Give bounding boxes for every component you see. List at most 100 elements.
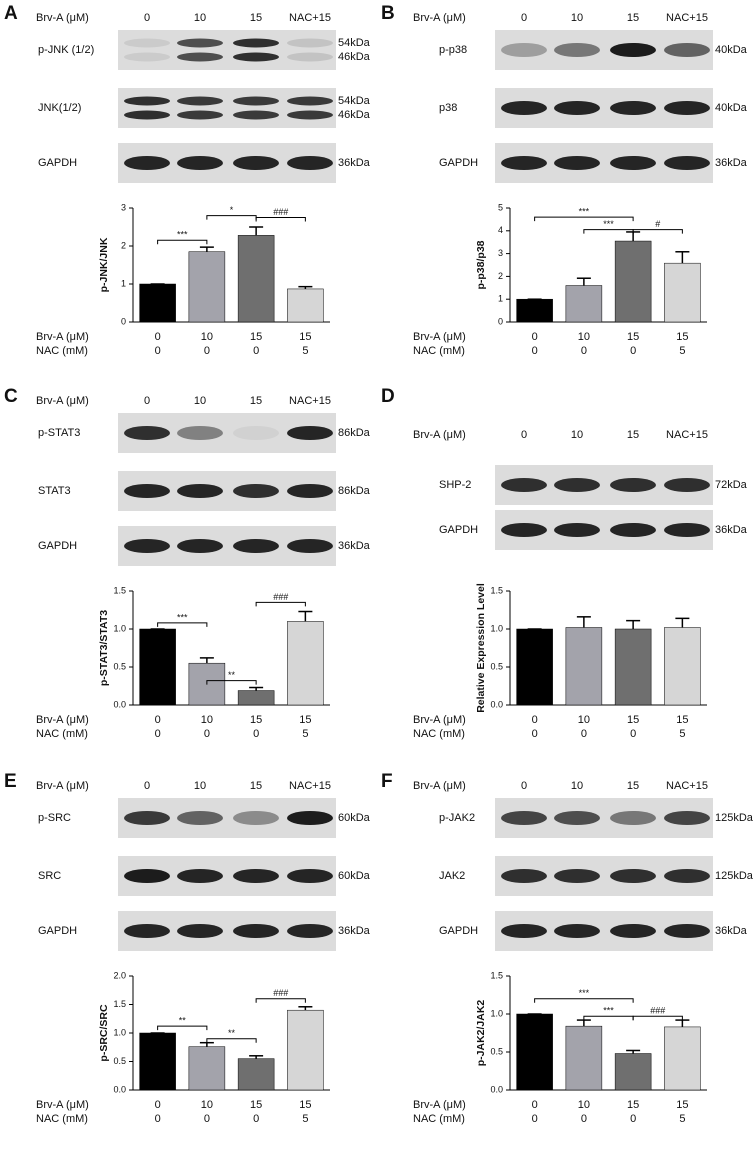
x-tick-label-2: 5	[302, 345, 308, 357]
significance-label: ***	[603, 219, 614, 229]
blot-name: GAPDH	[439, 524, 478, 536]
band	[554, 156, 600, 170]
lane-label: 10	[194, 395, 206, 407]
band	[610, 869, 656, 883]
lane-header: Brv-A (μM)	[413, 12, 466, 24]
kda-label: 40kDa	[715, 44, 748, 56]
x-tick-label-2: 0	[581, 345, 587, 357]
band	[554, 43, 600, 57]
kda-label: 60kDa	[338, 870, 371, 882]
bar	[565, 285, 603, 323]
panel-letter: D	[381, 386, 395, 407]
x-tick-label: 0	[155, 331, 161, 343]
x-tick-label: 15	[250, 1099, 262, 1111]
x-tick-label: 10	[201, 714, 213, 726]
x-tick-label-2: 0	[155, 345, 161, 357]
error-bar	[576, 1019, 591, 1027]
error-bar	[576, 616, 591, 628]
category-row-label: Brv-A (μM)	[36, 331, 89, 343]
significance-bracket	[534, 998, 634, 1003]
blot-name: GAPDH	[439, 157, 478, 169]
y-tick-label: 4	[498, 225, 503, 235]
band	[610, 924, 656, 938]
significance-label: ***	[579, 988, 590, 998]
band	[124, 426, 170, 440]
y-tick-label: 3	[498, 248, 503, 258]
band	[177, 426, 223, 440]
band	[233, 426, 279, 440]
lane-label: NAC+15	[289, 780, 331, 792]
x-tick-label-2: 0	[253, 1113, 259, 1125]
x-tick-label: 10	[201, 331, 213, 343]
y-tick-label: 0	[498, 316, 503, 326]
x-tick-label-2: 0	[532, 345, 538, 357]
bar	[516, 298, 553, 323]
kda-label: 36kDa	[338, 540, 371, 552]
band	[287, 484, 333, 498]
band	[124, 38, 170, 48]
y-axis-label: p-SRC/SRC	[98, 1004, 110, 1062]
error-bar	[249, 686, 264, 691]
y-tick-label: 0.0	[113, 1084, 126, 1094]
blot-name: p-STAT3	[38, 427, 80, 439]
lane-label: NAC+15	[666, 780, 708, 792]
error-bar	[199, 1041, 214, 1047]
lane-label: NAC+15	[289, 395, 331, 407]
bar	[664, 1026, 701, 1091]
category-row-label: NAC (mM)	[413, 345, 465, 357]
category-row-label: NAC (mM)	[413, 728, 465, 740]
y-tick-label: 3	[121, 202, 126, 212]
lane-header: Brv-A (μM)	[36, 395, 89, 407]
band	[177, 156, 223, 170]
lane-label: 15	[627, 780, 639, 792]
band	[124, 96, 170, 106]
x-tick-label-2: 0	[532, 728, 538, 740]
lane-label: 0	[144, 12, 150, 24]
y-tick-label: 2	[498, 271, 503, 281]
x-tick-label: 0	[532, 331, 538, 343]
category-row-label: NAC (mM)	[36, 345, 88, 357]
x-tick-label-2: 0	[204, 345, 210, 357]
band	[233, 38, 279, 48]
category-row-label: Brv-A (μM)	[413, 331, 466, 343]
y-tick-label: 2	[121, 240, 126, 250]
band	[233, 110, 279, 120]
y-tick-label: 1.0	[490, 1008, 503, 1018]
panel-letter: F	[381, 771, 393, 792]
band	[610, 478, 656, 492]
band	[233, 869, 279, 883]
x-tick-label: 15	[676, 331, 688, 343]
kda-label: 40kDa	[715, 102, 748, 114]
blot-name: p-p38	[439, 44, 467, 56]
y-tick-label: 1.5	[113, 585, 126, 595]
lane-label: 0	[144, 780, 150, 792]
significance-bracket	[157, 1025, 208, 1031]
significance-label: ###	[650, 1006, 665, 1016]
bar	[237, 690, 275, 706]
kda-label: 72kDa	[715, 479, 748, 491]
bar	[287, 621, 324, 706]
lane-label: 10	[571, 780, 583, 792]
band	[287, 539, 333, 553]
blot-name: JNK(1/2)	[38, 102, 81, 114]
error-bar	[199, 657, 214, 664]
band	[124, 811, 170, 825]
bar	[237, 235, 275, 323]
x-tick-label-2: 0	[204, 1113, 210, 1125]
y-tick-label: 5	[498, 202, 503, 212]
error-bar	[249, 1055, 264, 1059]
kda-label: 54kDa	[338, 95, 371, 107]
band	[610, 101, 656, 115]
blot-name: GAPDH	[38, 540, 77, 552]
blot-name: p-JAK2	[439, 812, 475, 824]
y-tick-label: 0.0	[113, 699, 126, 709]
band	[177, 869, 223, 883]
x-tick-label: 15	[676, 1099, 688, 1111]
band	[501, 924, 547, 938]
significance-label: ###	[273, 592, 288, 602]
band	[124, 869, 170, 883]
kda-label: 36kDa	[715, 524, 748, 536]
significance-label: **	[228, 670, 236, 680]
blot-strip	[118, 88, 336, 128]
bar	[516, 628, 553, 706]
